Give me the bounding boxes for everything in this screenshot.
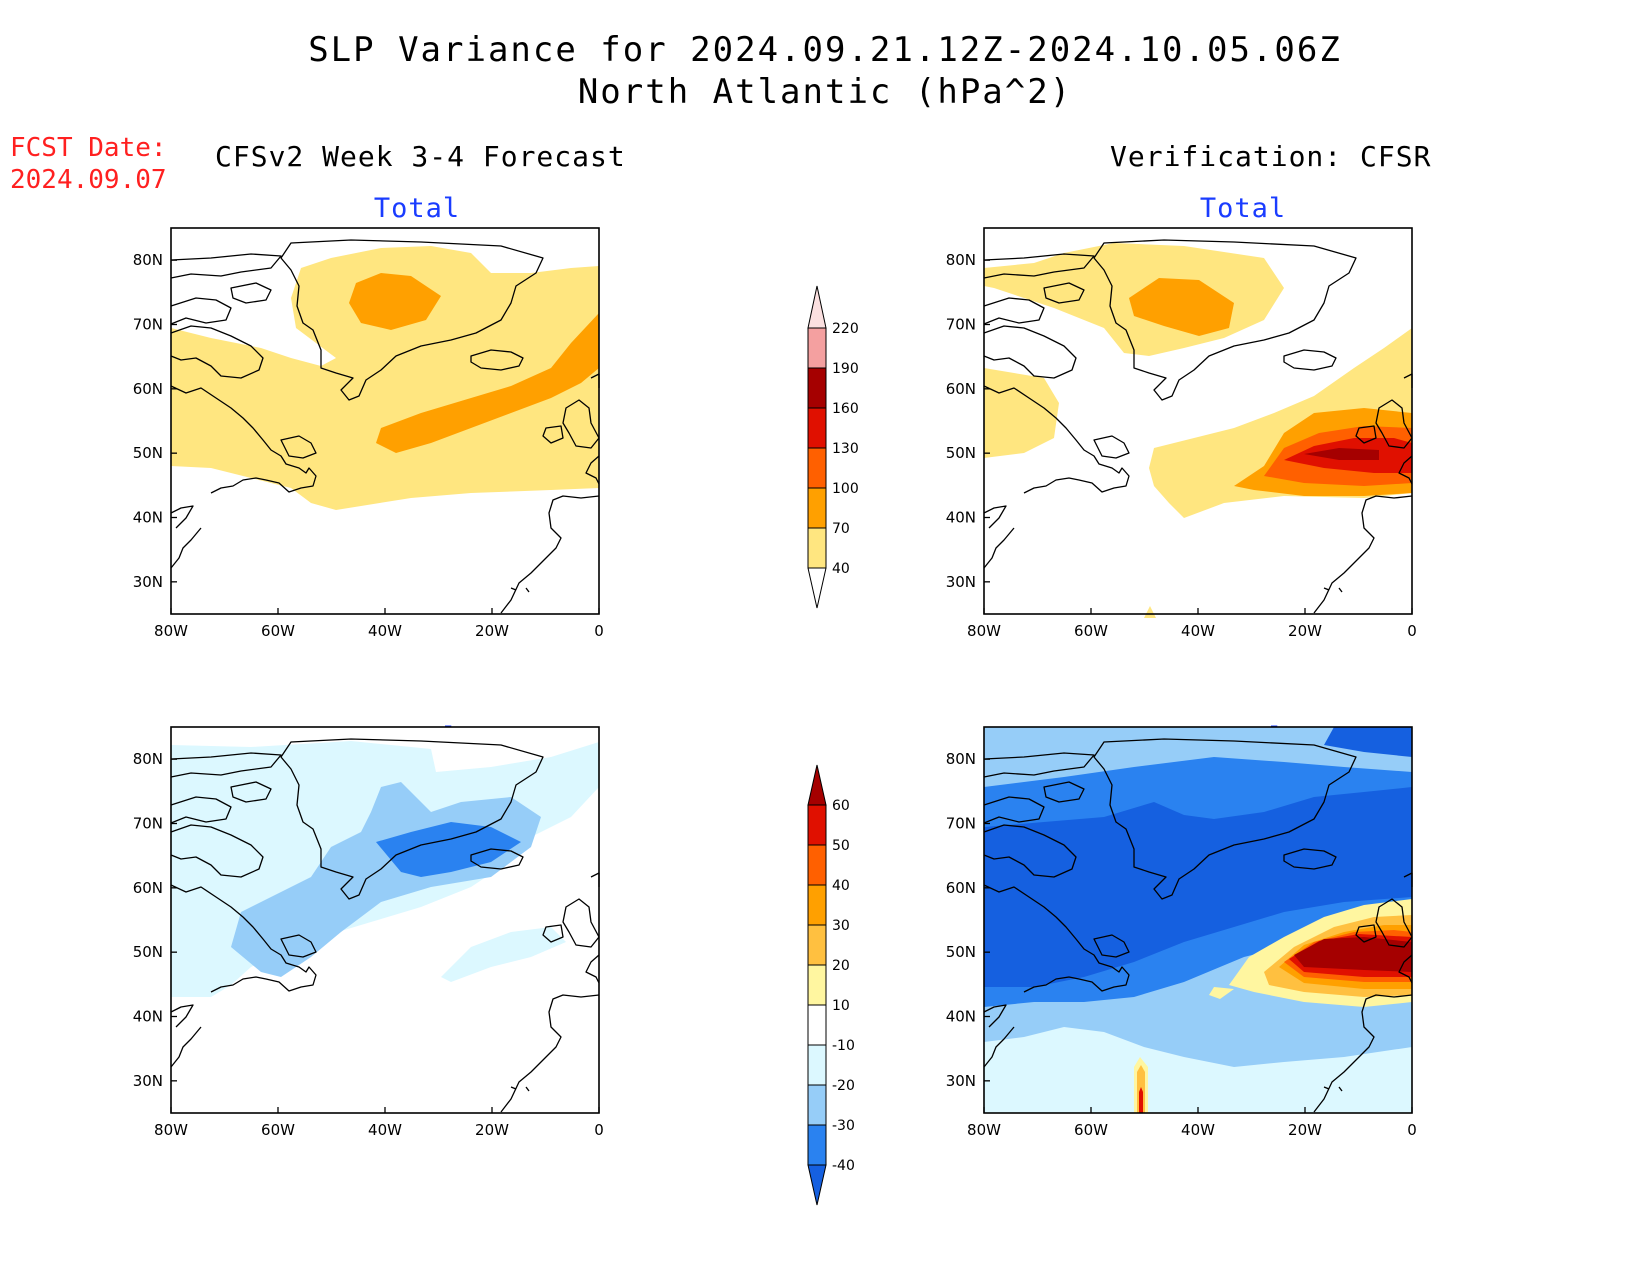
x-tick-label: 40W [368, 1121, 402, 1139]
x-tick-label: 80W [967, 622, 1001, 640]
colorbar-swatch [807, 487, 827, 529]
colorbar-label: -30 [832, 1118, 855, 1134]
y-tick-label: 30N [133, 573, 163, 591]
colorbar-swatch [807, 1044, 827, 1086]
colorbar-swatch [807, 447, 827, 489]
colorbar-label: 190 [832, 361, 859, 377]
colorbar-label: -40 [832, 1158, 855, 1174]
y-tick-label: 40N [133, 509, 163, 527]
colorbar-swatch [807, 367, 827, 409]
x-tick-label: 20W [475, 622, 509, 640]
colorbar-swatch [807, 1084, 827, 1126]
y-tick-label: 30N [133, 1072, 163, 1090]
colorbar-label: 30 [832, 918, 850, 934]
fcst-label: FCST Date: [10, 133, 167, 163]
colorbar-swatch [807, 924, 827, 966]
y-tick-label: 30N [946, 1072, 976, 1090]
y-tick-label: 40N [946, 1008, 976, 1026]
colorbar-label: 40 [832, 878, 850, 894]
x-tick-label: 0 [1407, 1121, 1417, 1139]
colorbar-label: 60 [832, 798, 850, 814]
y-tick-label: 50N [946, 943, 976, 961]
colorbar-swatch [807, 327, 827, 369]
x-tick-label: 80W [154, 1121, 188, 1139]
y-tick-label: 50N [946, 444, 976, 462]
colorbar-label: -20 [832, 1078, 855, 1094]
panel-label-verif-total: Total [1199, 193, 1287, 224]
colorbar-label: 50 [832, 838, 850, 854]
colorbar-swatch [807, 407, 827, 449]
y-tick-label: 60N [133, 879, 163, 897]
x-tick-label: 80W [154, 622, 188, 640]
y-tick-label: 40N [133, 1008, 163, 1026]
y-tick-label: 50N [133, 444, 163, 462]
y-tick-label: 70N [133, 316, 163, 334]
y-tick-label: 70N [946, 316, 976, 334]
chart-title: SLP Variance for 2024.09.21.12Z-2024.10.… [308, 30, 1342, 70]
fcst-date: 2024.09.07 [10, 165, 167, 195]
colorbar-label: 40 [832, 561, 850, 577]
y-tick-label: 80N [133, 251, 163, 269]
colorbar-label: 70 [832, 521, 850, 537]
colorbar-swatch [807, 884, 827, 926]
left-column-title: CFSv2 Week 3-4 Forecast [215, 140, 626, 173]
y-tick-label: 80N [946, 251, 976, 269]
y-tick-label: 30N [946, 573, 976, 591]
colorbar-swatch [807, 527, 827, 569]
x-tick-label: 20W [475, 1121, 509, 1139]
colorbar-swatch [807, 1124, 827, 1166]
y-tick-label: 70N [946, 815, 976, 833]
x-tick-label: 40W [1181, 622, 1215, 640]
colorbar-label: 130 [832, 441, 859, 457]
panel-verif-anomaly [983, 726, 1413, 1114]
x-tick-label: 60W [261, 1121, 295, 1139]
chart-subtitle: North Atlantic (hPa^2) [577, 72, 1073, 112]
colorbar-label: 20 [832, 958, 850, 974]
panel-forecast-anomaly [170, 726, 600, 1114]
panel-forecast-total [170, 227, 600, 615]
colorbar-label: -10 [832, 1038, 855, 1054]
y-tick-label: 80N [946, 750, 976, 768]
x-tick-label: 0 [594, 622, 604, 640]
colorbar-swatch [807, 964, 827, 1006]
x-tick-label: 20W [1288, 1121, 1322, 1139]
colorbar-label: 160 [832, 401, 859, 417]
x-tick-label: 20W [1288, 622, 1322, 640]
colorbar-tail [807, 567, 827, 609]
x-tick-label: 40W [368, 622, 402, 640]
x-tick-label: 80W [967, 1121, 1001, 1139]
panel-verif-total [983, 227, 1413, 618]
y-tick-label: 60N [946, 380, 976, 398]
colorbar-label: 220 [832, 321, 859, 337]
colorbar-total: 40 70 100 130 160 190 220 [807, 285, 859, 609]
x-tick-label: 60W [1074, 622, 1108, 640]
y-tick-label: 60N [133, 380, 163, 398]
colorbar-swatch [807, 1004, 827, 1046]
x-tick-label: 0 [594, 1121, 604, 1139]
colorbar-swatch [807, 1164, 827, 1206]
y-tick-label: 60N [946, 879, 976, 897]
colorbar-anomaly: -40 -30 -20 -10 10 20 30 40 50 60 [807, 764, 855, 1206]
colorbar-swatch [807, 844, 827, 886]
colorbar-swatch [807, 804, 827, 846]
colorbar-swatch [807, 764, 827, 806]
x-tick-label: 0 [1407, 622, 1417, 640]
colorbar-swatch [807, 285, 827, 329]
axes-layer: 80W 60W 40W 20W 0 80N 70N 60N 50N 40N 30N 80W 60W 40W… [133, 251, 1417, 1139]
y-tick-label: 80N [133, 750, 163, 768]
x-tick-label: 60W [261, 622, 295, 640]
x-tick-label: 40W [1181, 1121, 1215, 1139]
x-tick-label: 60W [1074, 1121, 1108, 1139]
panel-label-forecast-total: Total [373, 193, 461, 224]
colorbar-label: 100 [832, 481, 859, 497]
right-column-title: Verification: CFSR [1110, 140, 1432, 173]
y-tick-label: 40N [946, 509, 976, 527]
y-tick-label: 50N [133, 943, 163, 961]
colorbar-label: 10 [832, 998, 850, 1014]
y-tick-label: 70N [133, 815, 163, 833]
